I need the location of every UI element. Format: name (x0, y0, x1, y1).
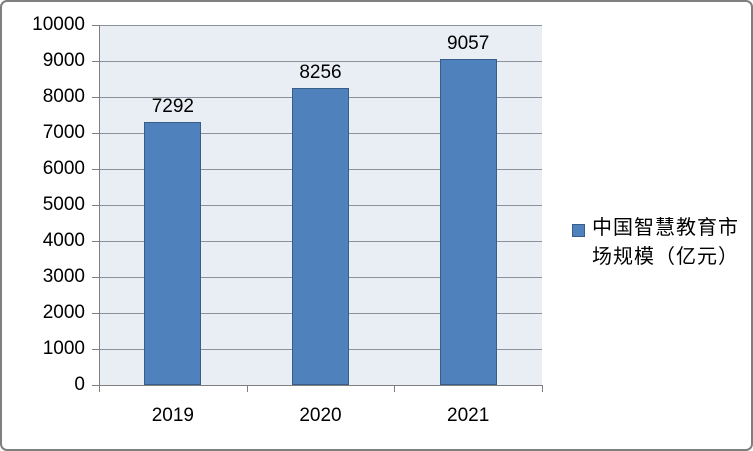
legend-label: 中国智慧教育市场规模（亿元） (592, 217, 739, 268)
y-tick-label-0: 0 (74, 374, 85, 395)
y-tick-mark (92, 169, 99, 170)
y-tick-label-10000: 10000 (32, 14, 85, 35)
y-tick-label-4000: 4000 (42, 230, 85, 251)
y-axis-line (99, 25, 100, 386)
y-tick-label-2000: 2000 (42, 302, 85, 323)
y-tick-mark (92, 277, 99, 278)
x-tick-label-2021: 2021 (447, 405, 490, 426)
y-tick-mark (92, 241, 99, 242)
x-tick-mark (394, 386, 396, 392)
x-tick-mark (246, 386, 248, 392)
y-tick-label-5000: 5000 (42, 194, 85, 215)
bar-data-label-2021: 9057 (447, 32, 490, 54)
y-tick-mark (92, 349, 99, 350)
x-tick-mark (542, 386, 543, 392)
bar-2020[interactable] (292, 87, 349, 385)
y-tick-label-8000: 8000 (42, 86, 85, 107)
y-tick-mark (92, 97, 99, 98)
y-tick-label-6000: 6000 (42, 158, 85, 179)
y-tick-label-3000: 3000 (42, 266, 85, 287)
x-tick-label-2019: 2019 (151, 405, 194, 426)
plot-area (99, 25, 542, 385)
y-tick-mark (92, 385, 99, 386)
y-tick-mark (92, 205, 99, 206)
y-tick-mark (92, 313, 99, 314)
gridline-9000 (99, 61, 542, 62)
bar-data-label-2019: 7292 (151, 96, 194, 118)
legend-marker-icon (572, 224, 585, 237)
legend[interactable]: 中国智慧教育市场规模（亿元） (570, 214, 746, 272)
x-tick-mark (99, 386, 100, 392)
bar-2019[interactable] (144, 122, 202, 385)
x-axis-line (99, 385, 543, 386)
y-tick-label-7000: 7000 (42, 122, 85, 143)
bar-data-label-2020: 8256 (299, 61, 342, 83)
x-tick-label-2020: 2020 (299, 405, 342, 426)
y-tick-mark (92, 25, 99, 26)
y-tick-label-9000: 9000 (42, 50, 85, 71)
y-tick-label-1000: 1000 (42, 338, 85, 359)
bar-2021[interactable] (439, 58, 497, 385)
y-tick-mark (92, 133, 99, 134)
gridline-10000 (99, 25, 542, 26)
y-tick-mark (92, 61, 99, 62)
